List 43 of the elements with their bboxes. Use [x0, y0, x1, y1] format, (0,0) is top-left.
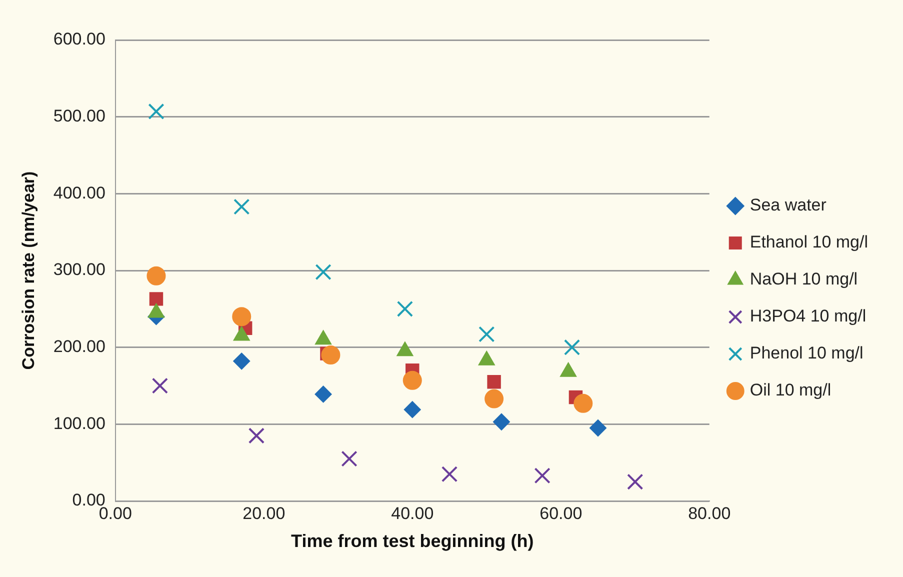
legend-label: Sea water: [750, 196, 827, 215]
point: [321, 346, 340, 365]
point: [484, 389, 504, 408]
point: [341, 450, 358, 467]
point: [152, 378, 168, 394]
point: [492, 413, 510, 430]
x-tick-label: 20.00: [242, 504, 286, 523]
x-tick-label: 80.00: [688, 504, 731, 523]
x-axis-title: Time from test beginning (h): [291, 531, 534, 552]
legend-label: H3PO4 10 mg/l: [750, 306, 866, 326]
point: [315, 264, 332, 280]
point: [534, 468, 550, 484]
legend-label: Oil 10 mg/l: [750, 380, 832, 400]
point: [564, 339, 580, 356]
point: [234, 198, 250, 215]
point: [149, 292, 164, 306]
point: [146, 266, 166, 286]
y-tick-label: 100.00: [53, 414, 106, 433]
point: [590, 420, 606, 437]
y-tick-label: 300.00: [53, 260, 106, 280]
x-tick-label: 60.00: [540, 504, 582, 523]
legend-label: Phenol 10 mg/l: [750, 344, 864, 363]
y-tick-label: 500.00: [53, 106, 106, 126]
y-tick-label: 200.00: [53, 337, 106, 356]
point: [233, 352, 250, 370]
point: [232, 307, 252, 326]
point: [478, 326, 495, 342]
point: [441, 466, 458, 482]
point: [402, 370, 422, 390]
point: [396, 300, 414, 317]
point: [487, 375, 501, 389]
y-tick-label: 400.00: [53, 183, 106, 202]
y-tick-label: 600.00: [53, 30, 106, 49]
x-tick-label: 40.00: [391, 504, 434, 523]
point: [314, 386, 332, 403]
point: [627, 474, 644, 490]
y-axis-title: Corrosion rate (nm/year): [18, 171, 38, 370]
point: [148, 103, 164, 120]
legend-label: NaOH 10 mg/l: [750, 270, 858, 289]
legend-label: Ethanol 10 mg/l: [750, 232, 868, 252]
point: [574, 394, 593, 413]
point: [404, 401, 421, 418]
point: [248, 428, 265, 444]
